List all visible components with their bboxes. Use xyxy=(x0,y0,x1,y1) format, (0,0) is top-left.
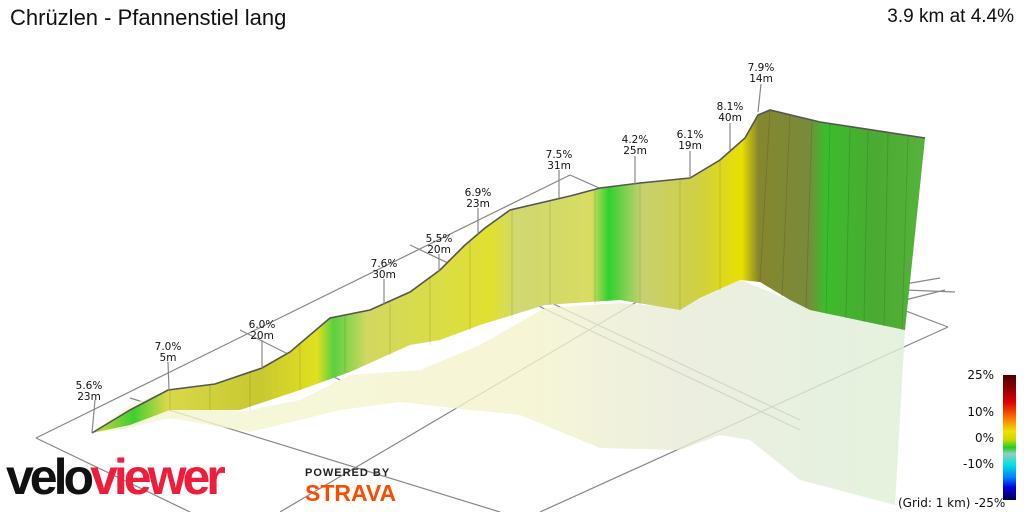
svg-text:19m: 19m xyxy=(678,140,702,152)
annotation-stems xyxy=(91,83,762,434)
veloviewer-logo[interactable]: veloviewer xyxy=(6,449,226,505)
anno-1: 5.6% xyxy=(76,380,103,392)
anno-5: 5.5% xyxy=(426,233,453,245)
legend-label-neg10: -10% xyxy=(962,457,994,471)
legend-label-10: 10% xyxy=(967,405,994,419)
svg-text:20m: 20m xyxy=(250,330,274,342)
svg-text:23m: 23m xyxy=(77,391,101,403)
svg-text:31m: 31m xyxy=(547,160,571,172)
anno-11: 7.9% xyxy=(748,62,775,74)
svg-text:30m: 30m xyxy=(372,269,396,281)
strava-logo[interactable]: STRAVA xyxy=(305,480,397,506)
annotations: 5.6%23m 7.0%5m 6.0%20m 7.6%30m 5.5%20m 6… xyxy=(76,62,775,403)
anno-8: 4.2% xyxy=(622,134,649,146)
svg-text:23m: 23m xyxy=(466,198,490,210)
anno-10: 8.1% xyxy=(717,101,744,113)
anno-4: 7.6% xyxy=(371,258,398,270)
svg-text:20m: 20m xyxy=(427,244,451,256)
svg-text:5m: 5m xyxy=(160,352,177,364)
gradient-color-scale xyxy=(1003,375,1016,500)
anno-3: 6.0% xyxy=(249,319,276,331)
climb-summary: 3.9 km at 4.4% xyxy=(887,6,1014,27)
legend-label-0: 0% xyxy=(974,431,994,445)
svg-text:14m: 14m xyxy=(749,73,773,85)
page-title: Chrüzlen - Pfannenstiel lang xyxy=(10,5,287,30)
profile-ridge xyxy=(91,109,926,434)
anno-7: 7.5% xyxy=(546,149,573,161)
anno-6: 6.9% xyxy=(465,187,492,199)
wall-strips xyxy=(169,109,909,410)
powered-by-label: POWERED BY xyxy=(305,467,391,479)
profile-shadow xyxy=(92,280,905,505)
svg-text:25m: 25m xyxy=(623,145,647,157)
svg-text:40m: 40m xyxy=(718,112,742,124)
grid-note: (Grid: 1 km) -25% xyxy=(898,496,1006,510)
profile-wall xyxy=(92,110,925,433)
anno-2: 7.0% xyxy=(155,341,182,353)
legend-label-25: 25% xyxy=(967,368,994,382)
anno-9: 6.1% xyxy=(677,129,704,141)
